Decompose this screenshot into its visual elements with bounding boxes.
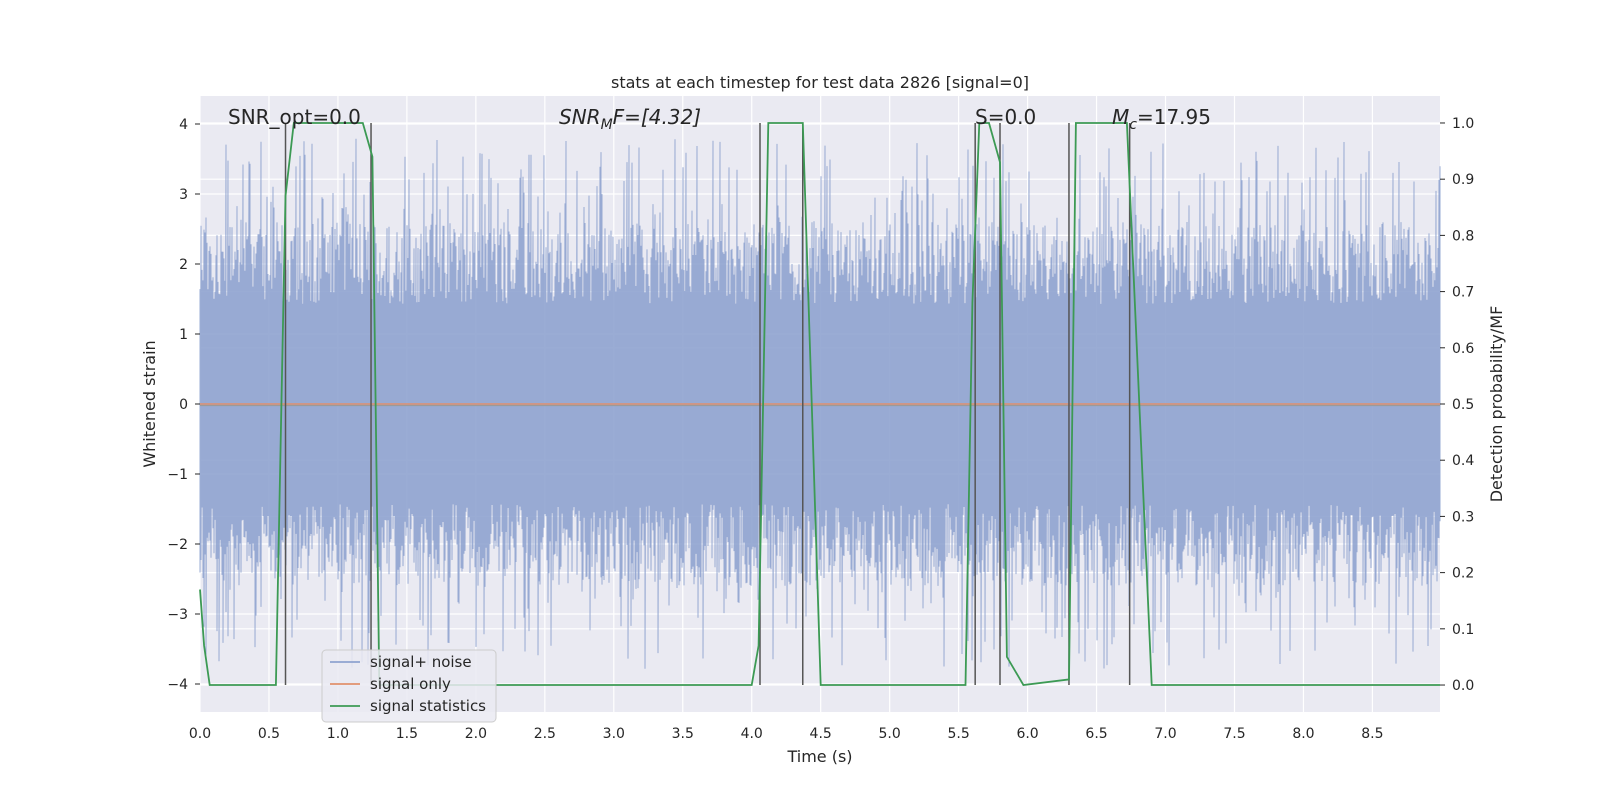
snr-mf-rest: F=[4.32] [613,105,701,129]
signal-only-series [200,403,1440,407]
x-tick-label: 8.5 [1361,726,1383,742]
mc-main: M [1112,105,1129,129]
annotation-snr-mf: SNRMF=[4.32] [559,105,701,133]
y-tick-label: −3 [167,607,188,623]
y2-tick-label: 0.0 [1452,678,1474,694]
y-tick-label: −4 [167,677,188,693]
x-tick-label: 6.5 [1085,726,1107,742]
x-tick-label: 7.5 [1223,726,1245,742]
x-tick-label: 1.0 [327,726,349,742]
x-tick-label: 4.0 [741,726,763,742]
x-tick-label: 5.0 [879,726,901,742]
snr-mf-sub: M [601,117,613,133]
y-tick-label: 2 [179,257,188,273]
x-tick-label: 3.0 [603,726,625,742]
annotation-mc: Mc=17.95 [1112,105,1211,133]
snr-mf-main: SNR [559,105,601,129]
legend-label-noise: signal+ noise [370,653,472,671]
signal-noise-series [199,138,1441,669]
x-tick-label: 5.5 [947,726,969,742]
x-tick-label: 7.0 [1154,726,1176,742]
x-tick-label: 8.0 [1292,726,1314,742]
x-tick-label: 3.5 [672,726,694,742]
annotation-snr-opt: SNR_opt=0.0 [228,105,361,129]
y-tick-label: −1 [167,467,188,483]
mc-sub: c [1129,117,1137,133]
y-axis-label: Whitened strain [140,340,159,467]
y2-tick-label: 0.8 [1452,228,1474,244]
noise-trace [199,138,1441,669]
x-tick-label: 0.0 [189,726,211,742]
x-tick-label: 2.0 [465,726,487,742]
x-tick-label: 0.5 [258,726,280,742]
annotation-s: S=0.0 [975,105,1036,129]
x-tick-label: 1.5 [396,726,418,742]
y2-axis-ticks: 1.0 0.9 0.8 0.7 0.6 0.5 0.4 0.3 0.2 0.1 0.0 [1440,116,1474,694]
y2-tick-label: 0.1 [1452,622,1474,638]
y2-tick-label: 0.7 [1452,285,1474,301]
y2-tick-label: 0.4 [1452,453,1474,469]
x-axis-ticks: 0.0 0.5 1.0 1.5 2.0 2.5 3.0 3.5 4.0 4.5 5.0 5.5 6.0 6… [189,726,1384,742]
legend-box [321,649,497,723]
y2-tick-label: 0.5 [1452,397,1474,413]
signal-statistics-series [199,122,1440,686]
chart-title: stats at each timestep for test data 282… [611,73,1029,92]
y-tick-label: 0 [179,397,188,413]
y2-tick-label: 0.2 [1452,566,1474,582]
x-tick-label: 4.5 [810,726,832,742]
y-tick-label: −2 [167,537,188,553]
y2-tick-label: 1.0 [1452,116,1474,132]
x-tick-label: 6.0 [1016,726,1038,742]
legend: signal+ noise signal only signal statist… [321,649,497,723]
x-tick-label: 2.5 [534,726,556,742]
y-tick-label: 1 [179,327,188,343]
y-tick-label: 4 [179,117,188,133]
y-tick-label: 3 [179,187,188,203]
y2-tick-label: 0.3 [1452,509,1474,525]
y-axis-ticks: 4 3 2 1 0 −1 −2 −3 −4 [167,117,200,693]
legend-label-statistics: signal statistics [370,697,486,715]
x-axis-label: Time (s) [786,747,852,766]
y2-tick-label: 0.9 [1452,172,1474,188]
mc-rest: =17.95 [1137,105,1211,129]
statistics-line [199,122,1440,686]
legend-label-signal-only: signal only [370,675,451,693]
y2-tick-label: 0.6 [1452,341,1474,357]
y2-axis-label: Detection probability/MF [1487,306,1506,503]
